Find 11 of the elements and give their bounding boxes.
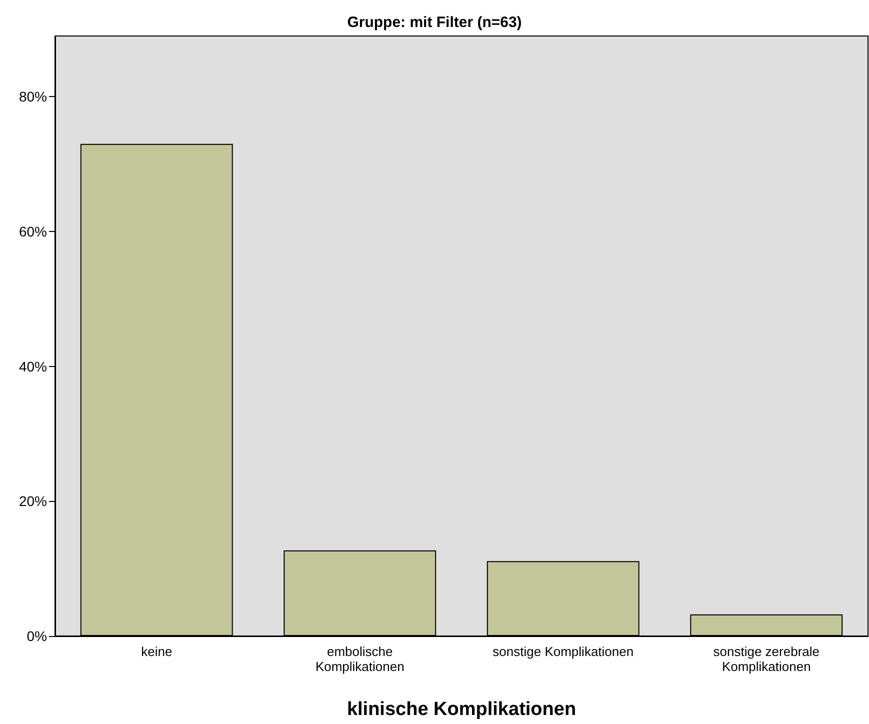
y-tick-label: 0% bbox=[26, 628, 47, 644]
x-tick-label: keine bbox=[141, 644, 172, 659]
y-tick-label: 20% bbox=[18, 493, 47, 510]
x-tick-label: sonstige Komplikationen bbox=[492, 644, 634, 659]
x-tick-label: embolische Komplikationen bbox=[315, 644, 404, 674]
y-tick-label: 80% bbox=[18, 88, 47, 105]
y-tick-label: 60% bbox=[18, 224, 47, 240]
y-tick-label: 40% bbox=[18, 358, 47, 374]
chart-title: Gruppe: mit Filter (n=63) bbox=[347, 14, 522, 31]
x-axis-title: klinische Komplikationen bbox=[346, 699, 576, 720]
x-tick-label: sonstige zerebrale Komplikationen bbox=[713, 644, 820, 674]
